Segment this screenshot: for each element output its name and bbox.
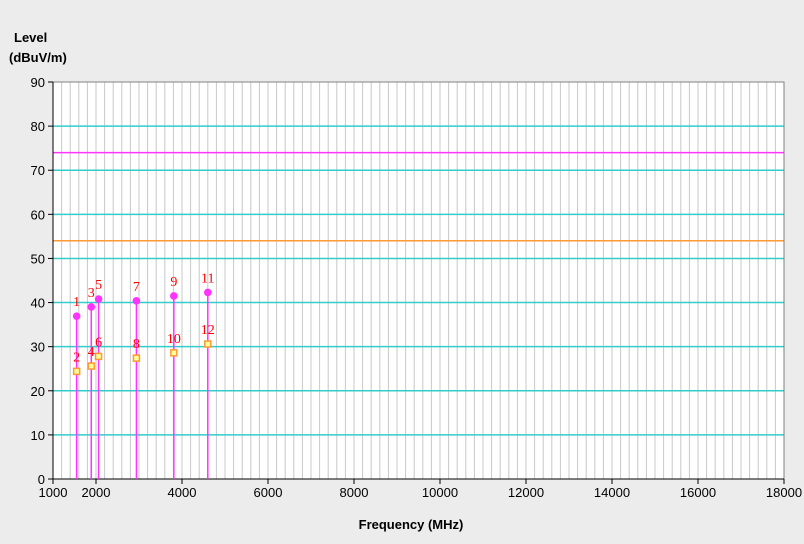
marker-label: 7 bbox=[133, 280, 140, 295]
x-axis-title: Frequency (MHz) bbox=[359, 517, 464, 532]
average-marker bbox=[96, 353, 102, 359]
peak-marker bbox=[133, 297, 141, 305]
y-tick-label: 70 bbox=[31, 163, 45, 178]
marker-label: 8 bbox=[133, 337, 140, 352]
x-tick-label: 6000 bbox=[254, 485, 283, 500]
peak-marker bbox=[95, 295, 103, 303]
y-tick-label: 30 bbox=[31, 340, 45, 355]
x-tick-label: 16000 bbox=[680, 485, 716, 500]
y-tick-label: 20 bbox=[31, 384, 45, 399]
x-tick-label: 1000 bbox=[39, 485, 68, 500]
y-tick-label: 50 bbox=[31, 251, 45, 266]
peak-marker bbox=[204, 289, 212, 297]
marker-label: 5 bbox=[95, 278, 102, 293]
plot-background bbox=[53, 82, 784, 479]
marker-label: 4 bbox=[88, 345, 95, 360]
y-axis-title: Level bbox=[14, 30, 47, 45]
peak-marker bbox=[87, 303, 95, 311]
marker-label: 2 bbox=[73, 350, 80, 365]
average-marker bbox=[133, 355, 139, 361]
marker-label: 9 bbox=[170, 275, 177, 290]
average-marker bbox=[205, 341, 211, 347]
average-marker bbox=[171, 350, 177, 356]
peak-marker bbox=[73, 312, 81, 320]
average-marker bbox=[74, 368, 80, 374]
x-tick-label: 8000 bbox=[340, 485, 369, 500]
y-tick-label: 80 bbox=[31, 119, 45, 134]
marker-label: 11 bbox=[201, 271, 214, 286]
x-tick-label: 18000 bbox=[766, 485, 802, 500]
marker-label: 12 bbox=[201, 323, 215, 338]
marker-label: 6 bbox=[95, 335, 102, 350]
x-tick-label: 12000 bbox=[508, 485, 544, 500]
x-tick-label: 2000 bbox=[82, 485, 111, 500]
x-tick-label: 4000 bbox=[168, 485, 197, 500]
y-axis-unit: (dBuV/m) bbox=[9, 50, 67, 65]
peak-marker bbox=[170, 292, 178, 300]
x-tick-label: 14000 bbox=[594, 485, 630, 500]
y-tick-label: 40 bbox=[31, 296, 45, 311]
marker-label: 1 bbox=[73, 295, 80, 310]
x-tick-label: 10000 bbox=[422, 485, 458, 500]
marker-label: 3 bbox=[88, 286, 95, 301]
average-marker bbox=[88, 363, 94, 369]
marker-label: 10 bbox=[167, 332, 181, 347]
y-tick-label: 60 bbox=[31, 207, 45, 222]
y-tick-label: 10 bbox=[31, 428, 45, 443]
y-tick-label: 90 bbox=[31, 75, 45, 90]
